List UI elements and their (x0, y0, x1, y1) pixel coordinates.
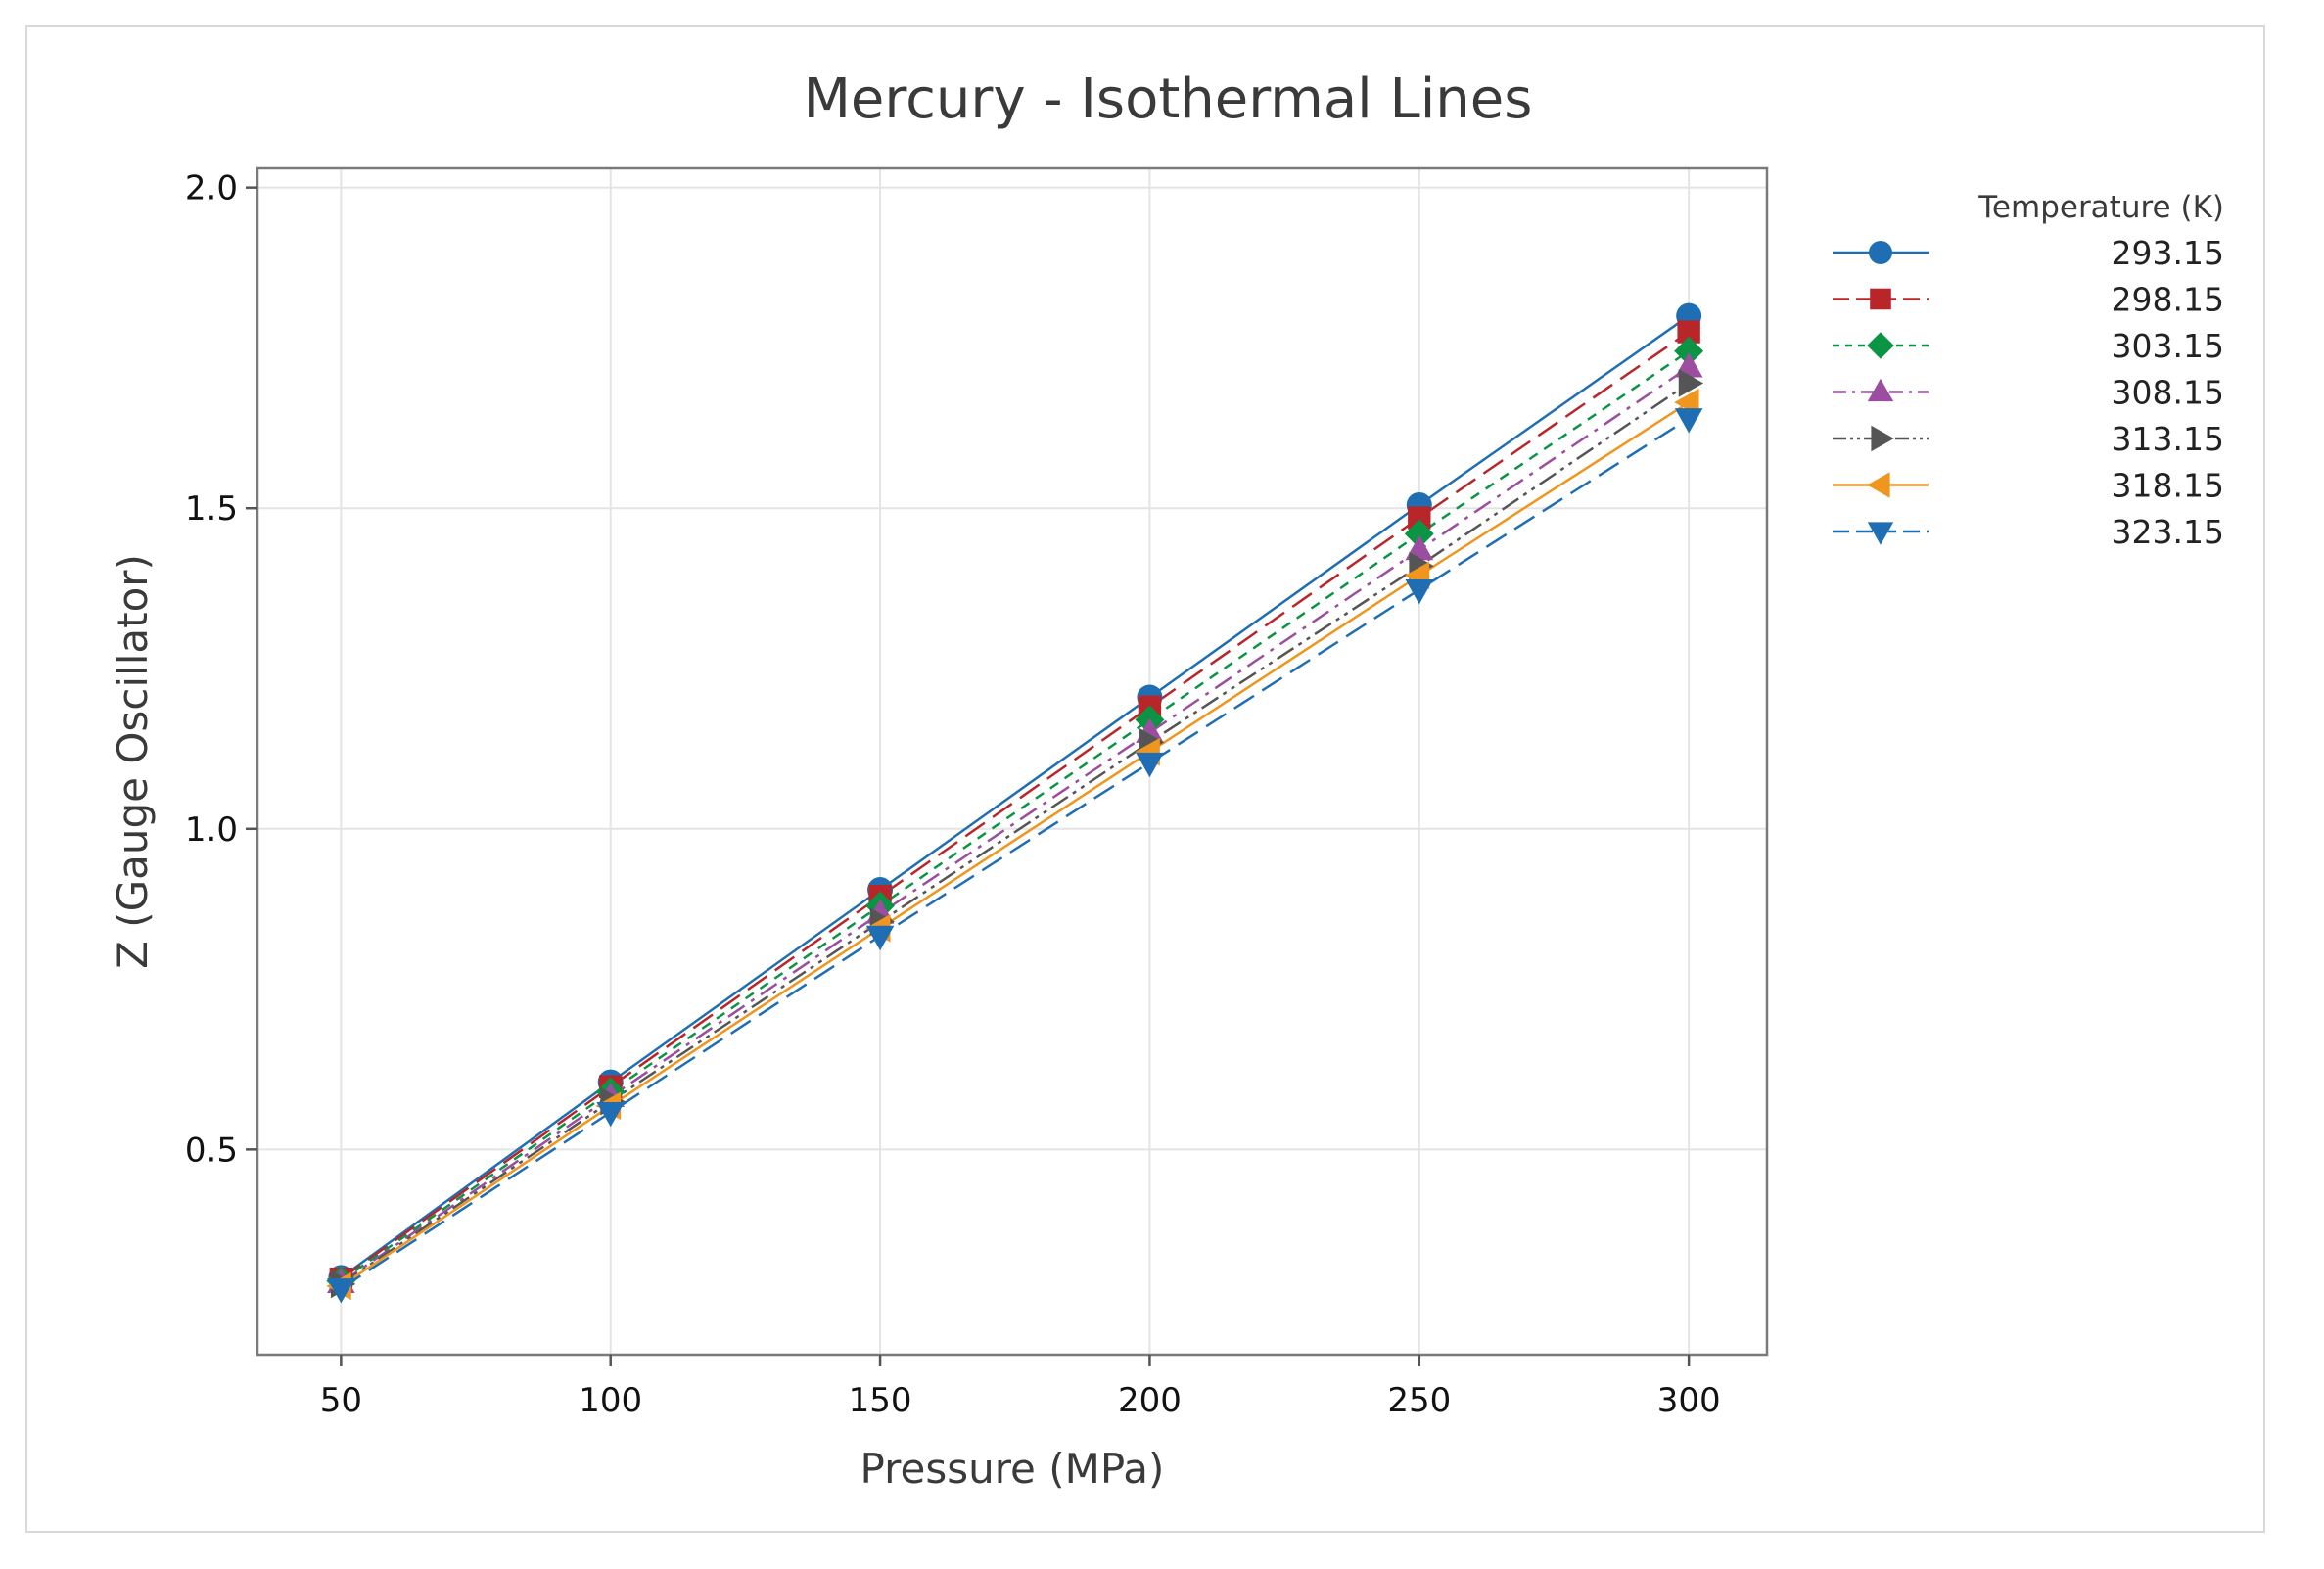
data-point (596, 1101, 626, 1128)
series-298.15 (340, 331, 1690, 1280)
legend-entry: 298.15 (1833, 281, 2224, 319)
series-line (340, 382, 1690, 1285)
chart-frame (25, 25, 2265, 1533)
x-tick-label: 150 (849, 1381, 912, 1420)
legend-label: 308.15 (2112, 374, 2224, 412)
legend-label: 323.15 (2112, 513, 2224, 551)
series-line (340, 314, 1690, 1279)
series-308.15 (340, 366, 1690, 1284)
legend: Temperature (K) 293.15 298.15 303.15 308.15… (1833, 190, 2224, 551)
x-tick-label: 300 (1657, 1381, 1721, 1420)
data-point (1408, 506, 1431, 530)
data-point (1136, 752, 1164, 778)
legend-entry: 293.15 (1833, 234, 2224, 272)
legend-entry: 323.15 (1833, 513, 2224, 551)
series-318.15 (340, 401, 1690, 1287)
legend-label: 298.15 (2112, 281, 2224, 319)
legend-entry: 313.15 (1833, 420, 2224, 458)
series-markers-308.15 (327, 352, 1703, 1294)
series-markers-318.15 (326, 388, 1699, 1301)
legend-entry: 303.15 (1833, 327, 2224, 365)
legend-marker (1867, 378, 1894, 402)
data-point (1405, 579, 1434, 605)
legend-marker (1867, 472, 1890, 498)
legend-title: Temperature (K) (1977, 190, 2224, 225)
x-tick-label: 250 (1387, 1381, 1451, 1420)
x-axis-label: Pressure (MPa) (860, 1445, 1165, 1493)
series-markers-303.15 (326, 336, 1704, 1296)
series-line (340, 401, 1690, 1287)
series-line (340, 349, 1690, 1282)
series-303.15 (340, 349, 1690, 1282)
y-tick-label: 2.0 (185, 169, 238, 208)
y-tick-label: 0.5 (185, 1131, 238, 1170)
y-axis-label: Z (Gauge Oscillator) (109, 554, 157, 969)
series-line (340, 366, 1690, 1284)
y-tick-label: 1.5 (185, 489, 238, 529)
legend-label: 313.15 (2112, 420, 2224, 458)
data-point (865, 925, 895, 951)
grid (257, 168, 1767, 1355)
series-293.15 (340, 314, 1690, 1279)
series-line (340, 331, 1690, 1280)
legend-entry: 318.15 (1833, 467, 2224, 505)
legend-marker (1867, 332, 1894, 359)
plot-area (256, 166, 1769, 1357)
legend-marker (1870, 288, 1891, 310)
x-tick-label: 100 (579, 1381, 642, 1420)
legend-label: 293.15 (2112, 234, 2224, 272)
data-point (327, 1278, 355, 1304)
data-point (1404, 519, 1434, 549)
legend-marker (1871, 425, 1894, 452)
series-323.15 (340, 417, 1690, 1290)
legend-label: 318.15 (2112, 467, 2224, 505)
axis-ticks: 50 100 150 200 250 300 0.5 1.0 1.5 2.0 (185, 169, 1721, 1420)
y-tick-label: 1.0 (185, 810, 238, 850)
series-line (340, 417, 1690, 1290)
data-point (1677, 320, 1700, 344)
data-point (1674, 336, 1704, 366)
legend-marker (1869, 241, 1892, 264)
legend-label: 303.15 (2112, 327, 2224, 365)
series-layer (326, 302, 1704, 1304)
legend-marker (1867, 522, 1894, 545)
chart-title: Mercury - Isothermal Lines (804, 68, 1533, 131)
series-markers-323.15 (327, 408, 1703, 1304)
series-313.15 (340, 382, 1690, 1285)
x-tick-label: 200 (1118, 1381, 1182, 1420)
legend-entry: 308.15 (1833, 374, 2224, 412)
data-point (1674, 408, 1703, 434)
x-tick-label: 50 (320, 1381, 362, 1420)
data-point (1678, 369, 1704, 397)
